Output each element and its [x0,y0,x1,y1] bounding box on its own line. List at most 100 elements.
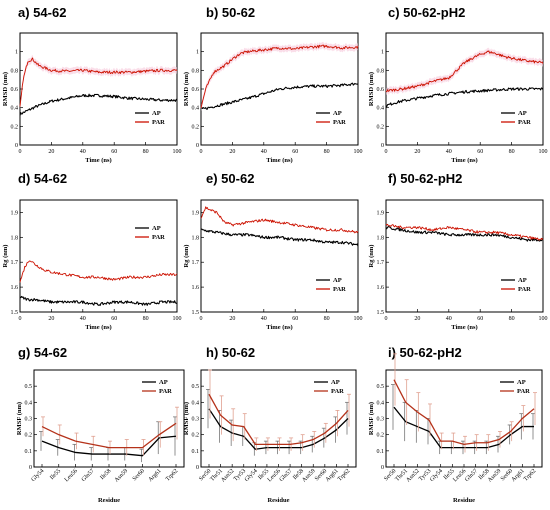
y-tick-label: 0.1 [25,449,33,455]
legend-label-ap: AP [518,277,527,284]
x-axis-label: Time (ns) [266,157,292,164]
panel-title: f) 50-62-pH2 [388,171,462,186]
y-tick-label: 0.4 [11,106,19,112]
panel-title: g) 54-62 [18,345,67,360]
y-tick-label: 0.3 [25,417,33,423]
y-tick-label: 0.6 [11,87,19,93]
panel-e: e) 50-62 1.5 1.6 1.7 1.8 1.9 Rg (nm) 0 20 40 60 80 1… [183,171,363,331]
panel-d: d) 54-62 1.5 1.6 1.7 1.8 1.9 Rg (nm) 0 20 40 60 80 1… [2,171,182,331]
legend: AP PAR [501,277,531,293]
x-tick-label: 100 [173,149,182,155]
legend-label-ap: AP [159,379,168,386]
x-tick-label: 60 [477,316,483,322]
x-tick-label: Gly54 [429,468,444,483]
y-tick-label: 1.9 [192,210,200,216]
y-tick-label: 0.2 [11,124,19,130]
series-line-par [208,393,349,446]
y-axis-label: RMSF (nm) [183,402,190,435]
x-tick-label: Gly54 [244,468,259,483]
x-tick-label: 100 [354,149,363,155]
series-band-par [20,54,177,110]
y-tick-label: 0.4 [377,400,385,406]
x-tick-label: 80 [143,316,149,322]
series-line-par [200,44,359,109]
x-tick-label: Asn59 [487,468,502,483]
y-tick-label: 1.8 [377,235,385,241]
y-tick-label: 0 [196,143,199,149]
y-tick-label: 0 [29,465,32,471]
y-tick-label: 1.7 [11,260,19,266]
x-tick-label: Ile58 [99,468,112,481]
x-tick-label: 100 [173,316,182,322]
legend: AP PAR [316,110,346,126]
y-tick-label: 0.4 [192,106,200,112]
y-tick-label: 0.6 [192,87,200,93]
y-tick-label: 1.5 [192,310,200,316]
y-axis-label: RMSD (nm) [368,72,375,106]
y-tick-label: 0.1 [192,449,200,455]
series-line-ap [19,93,178,116]
legend-label-par: PAR [159,388,172,395]
panel-a: a) 54-62 0 0.2 0.4 0.6 0.8 1 RMSD (nm) 0 20 40 60 80… [2,5,182,164]
y-axis-label: RMSF (nm) [368,402,375,435]
series-line-par [41,422,177,449]
y-tick-label: 0 [381,143,384,149]
legend: AP PAR [142,379,172,395]
y-tick-label: 1.7 [192,260,200,266]
legend-label-ap: AP [517,379,526,386]
y-tick-label: 0.2 [377,433,385,439]
y-axis-label: RMSD (nm) [2,72,9,106]
series-line-ap [385,225,544,242]
x-tick-label: 20 [48,149,54,155]
series-line-par [385,223,544,241]
x-tick-label: 100 [539,316,548,322]
x-tick-label: Gln57 [464,468,479,483]
x-tick-label: 80 [509,149,515,155]
x-axis-label: Time (ns) [85,157,111,164]
plot-frame [19,199,178,313]
y-tick-label: 1 [15,50,18,56]
y-axis-label: RMSD (nm) [183,72,190,106]
x-axis-label: Time (ns) [451,157,477,164]
y-tick-label: 0.3 [192,417,200,423]
x-tick-label: 80 [509,316,515,322]
y-tick-label: 1 [381,50,384,56]
series-band-par [386,47,543,96]
x-tick-label: 20 [229,149,235,155]
y-tick-label: 0.2 [377,124,385,130]
x-tick-label: Ile55 [49,468,62,481]
legend: AP PAR [314,379,344,395]
y-tick-label: 0.5 [377,384,385,390]
y-tick-label: 0.4 [377,106,385,112]
x-tick-label: 80 [324,149,330,155]
legend: AP PAR [135,225,165,241]
series-line-ap [208,408,349,450]
legend-label-ap: AP [152,110,161,117]
series-line-par [393,379,535,446]
panel-c: c) 50-62-pH2 0 0.2 0.4 0.6 0.8 1 RMSD (nm) 0 20 40… [368,5,548,164]
y-tick-label: 0.5 [192,384,200,390]
y-axis-label: Rg (nm) [368,245,375,268]
legend-label-ap: AP [333,110,342,117]
x-axis-label: Time (ns) [85,324,111,331]
x-tick-label: 40 [446,316,452,322]
legend-label-par: PAR [152,234,165,241]
x-tick-label: 0 [385,149,388,155]
x-tick-label: Trp62 [165,468,179,482]
series-line-ap [19,295,178,307]
legend-label-ap: AP [518,110,527,117]
x-tick-label: 40 [80,316,86,322]
legend-label-par: PAR [517,388,530,395]
y-tick-label: 0 [15,143,18,149]
legend: AP PAR [500,379,530,395]
y-tick-label: 0 [381,465,384,471]
x-tick-label: 100 [354,316,363,322]
y-tick-label: 0 [196,465,199,471]
x-tick-label: Asn59 [301,468,316,483]
series-line-par [385,50,544,93]
x-tick-label: Gln57 [81,468,96,483]
x-tick-label: 0 [385,316,388,322]
